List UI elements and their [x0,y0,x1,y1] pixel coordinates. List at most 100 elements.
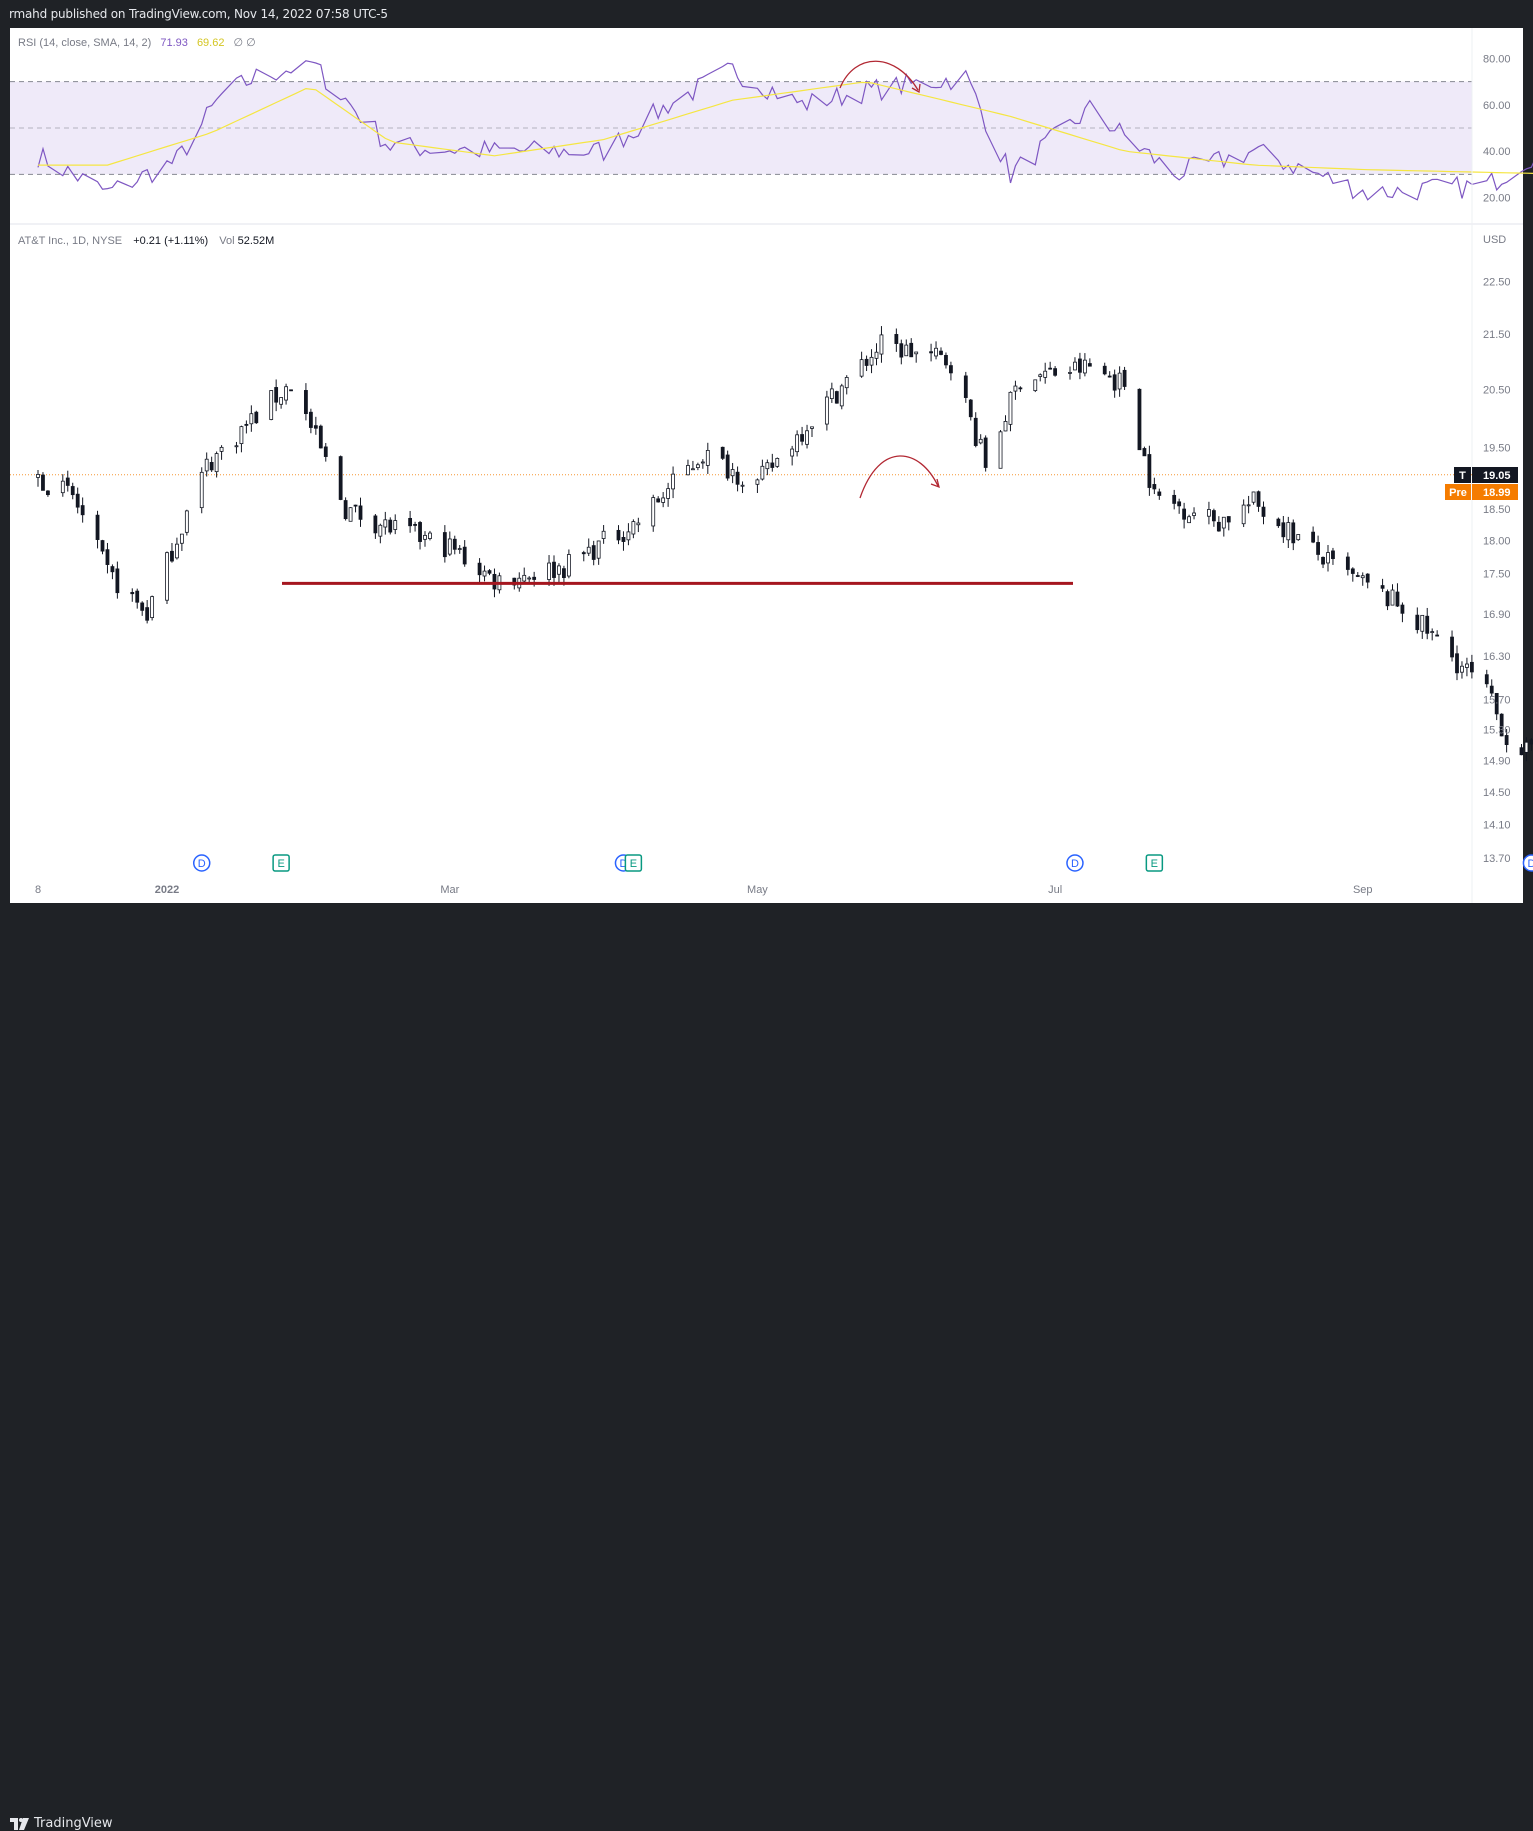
candle-body [567,554,570,576]
x-tick-label: 2022 [155,884,179,896]
candle-body [726,455,729,478]
candle-body [756,480,759,484]
candle-body [974,418,977,445]
candle-body [290,390,293,391]
candle-body [359,506,362,519]
price-tick-label: 14.10 [1483,820,1511,832]
candle-body [562,569,565,578]
candle-body [1485,675,1488,684]
candle-body [1490,686,1493,693]
tradingview-icon [10,1817,30,1831]
price-pane[interactable]: 22.5021.5020.5019.5018.5018.0017.5016.90… [10,276,1533,871]
price-tick-label: 20.50 [1483,385,1511,397]
candle-body [205,459,208,471]
candle-body [81,506,84,515]
candle-body [840,386,843,406]
candle-body [414,524,417,525]
candle-body [806,431,809,445]
candle-body [280,398,283,405]
tradingview-brand: TradingView [34,1816,113,1831]
rsi-legend-extra: ∅ ∅ [234,37,256,49]
candle-body [1183,509,1186,519]
dividend-marker: D [1523,855,1533,871]
candle-body [741,485,744,486]
candle-body [314,426,317,429]
candle-body [1257,492,1260,507]
candle-body [285,387,288,400]
candle-body [1044,371,1047,377]
candle-body [1078,359,1081,372]
candle-body [657,499,660,502]
candle-body [344,501,347,519]
candle-body [557,566,560,574]
candle-body [721,447,724,458]
candle-body [240,427,243,444]
event-marker-label: E [1151,858,1158,870]
candle-body [1108,376,1111,377]
candle-body [483,571,486,576]
candle-body [151,597,154,618]
candle-body [592,546,595,560]
candle-body [1456,654,1459,673]
price-legend[interactable]: AT&T Inc., 1D, NYSE +0.21 (+1.11%) Vol 5… [18,235,274,247]
candle-body [1143,448,1146,455]
candle-body [602,531,605,538]
candle-body [443,533,446,557]
candle-body [1034,380,1037,391]
event-marker-label: D [1071,858,1079,870]
candle-body [389,520,392,532]
rsi-tick-label: 40.00 [1483,146,1511,158]
candle-body [587,547,590,553]
candle-body [424,535,427,539]
candle-body [250,414,253,424]
candle-body [845,377,848,387]
candle-body [1217,522,1220,531]
candle-body [448,539,451,554]
rsi-legend-value: 71.93 [160,37,188,49]
candle-body [736,472,739,484]
candle-body [324,447,327,457]
candle-body [930,352,933,353]
candle-body [349,508,352,522]
candle-body [686,465,689,474]
candle-body [1317,542,1320,554]
candle-body [1222,517,1225,528]
candle-body [1530,740,1533,744]
candle-body [964,376,967,398]
candle-body [533,577,536,579]
candle-body [270,391,273,420]
change-legend: +0.21 (+1.11%) [133,235,208,247]
candle-body [1173,495,1176,503]
candle-body [146,608,149,621]
candle-body [1386,592,1389,606]
price-tick-label: 13.70 [1483,853,1511,865]
x-tick-label: Jul [1048,884,1062,896]
candle-body [637,523,640,525]
x-tick-label: May [747,884,768,896]
candle-body [1118,373,1121,389]
candle-body [46,491,49,495]
candle-body [1391,590,1394,605]
candle-body [1431,632,1434,633]
candle-body [1113,375,1116,390]
candle-body [895,334,898,343]
candle-body [463,547,466,564]
candle-body [1123,370,1126,386]
candle-body [662,498,665,503]
earnings-marker: E [1146,855,1162,871]
candle-body [1520,748,1523,755]
candle-body [1465,664,1468,667]
candle-body [771,463,774,468]
candle-body [255,412,258,423]
candle-body [652,498,655,526]
dividend-marker: D [1067,855,1083,871]
rsi-legend[interactable]: RSI (14, close, SMA, 14, 2) 71.93 69.62 … [18,37,256,49]
tradingview-logo[interactable]: TradingView [10,1816,113,1831]
candle-body [979,439,982,443]
candle-body [409,518,412,525]
candle-body [1421,615,1424,631]
candle-body [1287,523,1290,540]
candle-body [1004,421,1007,431]
